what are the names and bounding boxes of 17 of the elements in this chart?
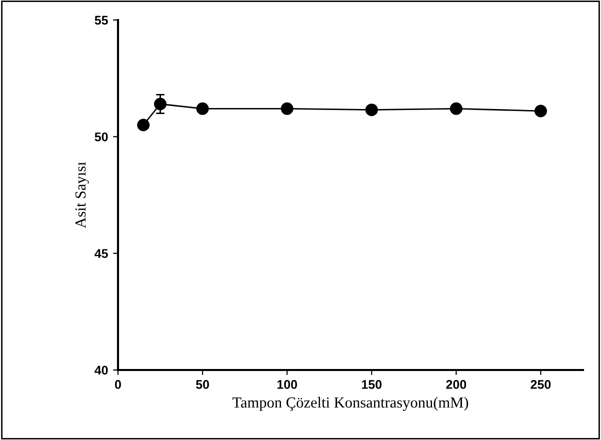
x-axis-title: Tampon Çözelti Konsantrasyonu(mM) bbox=[232, 396, 468, 411]
point bbox=[534, 104, 547, 118]
point bbox=[365, 104, 378, 116]
x-tick-label: 50 bbox=[196, 380, 209, 389]
y-tick-label: 55 bbox=[94, 16, 108, 25]
y-tick-label: 40 bbox=[94, 366, 108, 375]
y-tick-label: 50 bbox=[94, 132, 108, 142]
y-axis-title: Asit Sayısı bbox=[75, 162, 89, 228]
x-tick-label: 150 bbox=[362, 380, 382, 389]
point bbox=[137, 118, 150, 132]
x-tick-label: 250 bbox=[530, 380, 551, 389]
x-tick-label: 0 bbox=[115, 380, 121, 389]
x-tick-label: 100 bbox=[277, 380, 298, 389]
point bbox=[280, 102, 294, 115]
x-tick-label: 200 bbox=[446, 380, 466, 389]
y-tick-label: 45 bbox=[94, 249, 108, 258]
point bbox=[450, 102, 462, 115]
